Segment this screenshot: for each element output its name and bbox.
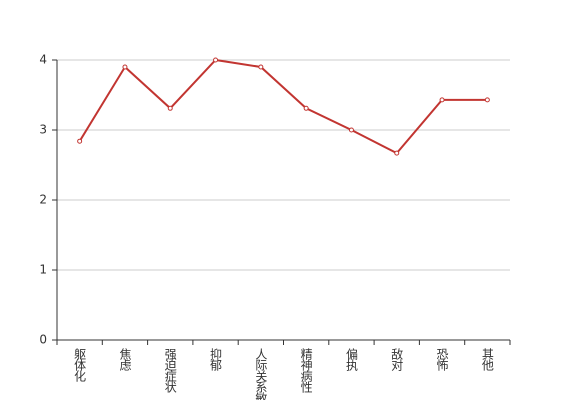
- x-tick-label: 精神病性: [299, 348, 313, 394]
- point: [348, 127, 354, 133]
- x-tick-label: 焦虑: [118, 348, 132, 371]
- point: [303, 105, 309, 111]
- x-tick-label: 躯体化: [73, 347, 87, 383]
- x-tick-label: 恐怖: [435, 348, 449, 371]
- point: [167, 105, 173, 111]
- point: [258, 64, 264, 70]
- line: [78, 58, 488, 155]
- x-tick-label: 人际关系敏感: [254, 348, 268, 400]
- x-tick-label: 抑郁: [209, 347, 223, 372]
- y-tick-label: 1: [39, 263, 47, 277]
- point: [122, 64, 128, 70]
- x-tick-label: 敌对: [390, 347, 404, 371]
- point: [439, 97, 445, 103]
- point: [213, 57, 219, 63]
- point: [77, 138, 83, 144]
- x-tick-label: 偏执: [344, 347, 358, 372]
- y-tick-label: 0: [39, 333, 47, 347]
- y-tick-label: 4: [39, 53, 47, 67]
- y-tick-label: 3: [39, 123, 47, 137]
- x-tick-label: 强迫症状: [163, 348, 177, 393]
- point: [394, 150, 400, 156]
- point: [484, 97, 490, 103]
- y-tick-label: 2: [39, 193, 47, 207]
- x-tick-label: 其他: [480, 348, 494, 371]
